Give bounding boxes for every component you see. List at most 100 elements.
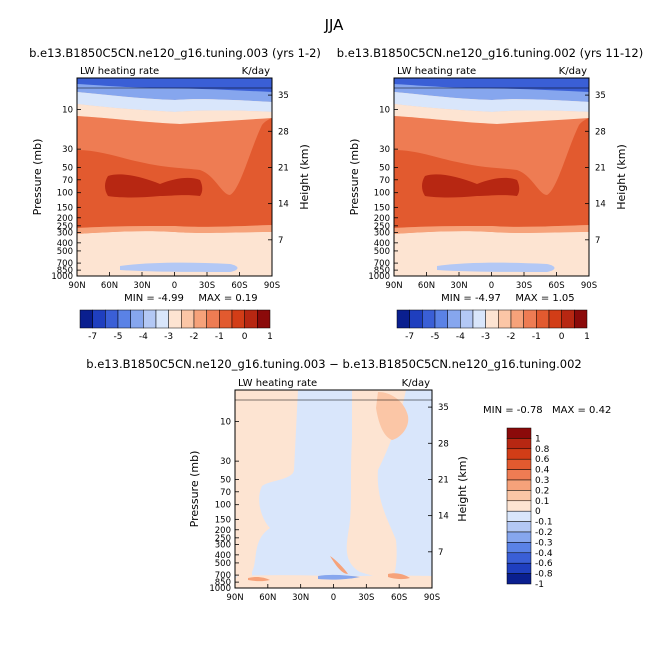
x-tick-label: 0 xyxy=(172,281,177,291)
colorbar-label: -3 xyxy=(164,332,173,342)
y-tick-label: 1000 xyxy=(51,272,73,282)
panel-b-band-dark-blue xyxy=(394,78,589,92)
colorbar-swatch xyxy=(117,309,131,329)
colorbar-swatch xyxy=(219,309,233,329)
x-tick-label: 0 xyxy=(331,593,336,603)
colorbar-swatch xyxy=(396,309,410,329)
colorbar-label: 0.6 xyxy=(535,455,550,465)
colorbar-swatch xyxy=(92,309,106,329)
colorbar-swatch xyxy=(506,500,532,512)
x-tick-label: 90S xyxy=(581,281,597,291)
panel-c-colorbar: 10.80.60.40.30.20.10-0.1-0.2-0.3-0.4-0.6… xyxy=(506,427,553,590)
x-tick-label: 60N xyxy=(101,281,118,291)
colorbar-swatch xyxy=(506,438,532,450)
colorbar-swatch xyxy=(498,309,512,329)
panel-c-right-label: K/day xyxy=(402,378,430,389)
y2-tick-label: 14 xyxy=(438,512,449,522)
colorbar-swatch xyxy=(548,309,562,329)
colorbar-label: -1 xyxy=(535,580,544,590)
colorbar-label: 1 xyxy=(584,332,590,342)
colorbar-swatch xyxy=(506,448,532,460)
colorbar-label: 0.1 xyxy=(535,497,549,507)
panel-c-field xyxy=(235,390,432,588)
y-tick-label: 30 xyxy=(220,457,231,467)
colorbar-swatch xyxy=(79,309,93,329)
colorbar-label: -4 xyxy=(456,332,465,342)
colorbar-label: -0.4 xyxy=(535,549,553,559)
panel-b-core xyxy=(422,174,520,198)
panel-a-band-cream xyxy=(77,104,272,124)
y-tick-label: 700 xyxy=(215,571,231,581)
colorbar-label: -2 xyxy=(507,332,516,342)
x-tick-label: 90S xyxy=(264,281,280,291)
y-tick-label: 150 xyxy=(57,203,73,213)
colorbar-label: -0.6 xyxy=(535,559,553,569)
colorbar-swatch xyxy=(506,510,532,522)
colorbar-swatch xyxy=(506,573,532,585)
panel-c-cream-left xyxy=(235,390,298,580)
panel-c-title: b.e13.B1850C5CN.ne120_g16.tuning.003 − b… xyxy=(86,357,581,371)
y-tick-label: 200 xyxy=(215,526,231,536)
y-tick-label: 250 xyxy=(57,222,73,232)
colorbar-label: -5 xyxy=(114,332,123,342)
y2-tick-label: 35 xyxy=(595,91,606,101)
panel-c-y2label: Height (km) xyxy=(456,456,469,522)
x-tick-label: 60S xyxy=(548,281,564,291)
panel-b-ylabel: Pressure (mb) xyxy=(348,139,361,216)
y-tick-label: 500 xyxy=(215,559,231,569)
y-tick-label: 700 xyxy=(374,259,390,269)
colorbar-swatch xyxy=(485,309,499,329)
colorbar-swatch xyxy=(506,542,532,554)
colorbar-swatch xyxy=(472,309,486,329)
panel-a-band-red xyxy=(77,118,272,228)
colorbar-swatch xyxy=(231,309,245,329)
colorbar-swatch xyxy=(506,427,532,439)
x-tick-label: 90N xyxy=(226,593,243,603)
panel-c-peach-blob xyxy=(376,392,409,440)
y-tick-label: 50 xyxy=(220,476,231,486)
colorbar-label: -7 xyxy=(88,332,97,342)
panel-a-max: MAX = 0.19 xyxy=(198,293,257,304)
colorbar-swatch xyxy=(506,458,532,470)
colorbar-label: -1 xyxy=(532,332,541,342)
y-tick-label: 200 xyxy=(57,214,73,224)
panel-b-left-label: LW heating rate xyxy=(397,66,476,77)
x-tick-label: 90S xyxy=(424,593,440,603)
panel-b-band-light-blue xyxy=(394,92,589,112)
panel-c-y2-ticks: 35 28 21 14 7 xyxy=(428,403,449,558)
panel-b: b.e13.B1850C5CN.ne120_g16.tuning.002 (yr… xyxy=(337,46,643,342)
y-tick-label: 30 xyxy=(62,145,73,155)
y-tick-label: 850 xyxy=(374,266,390,276)
x-tick-label: 30N xyxy=(133,281,150,291)
colorbar-label: 1 xyxy=(267,332,273,342)
panel-c-x-ticks: 90N 60N 30N 0 30S 60S 90S xyxy=(226,584,440,603)
x-tick-label: 0 xyxy=(489,281,494,291)
y-tick-label: 100 xyxy=(215,501,231,511)
panel-c-max: MAX = 0.42 xyxy=(552,405,611,416)
colorbar-swatch xyxy=(447,309,461,329)
y-tick-label: 850 xyxy=(215,578,231,588)
panel-c-surface-orange-left xyxy=(248,576,270,582)
panel-c-left-label: LW heating rate xyxy=(238,378,317,389)
colorbar-swatch xyxy=(523,309,537,329)
panel-a: b.e13.B1850C5CN.ne120_g16.tuning.003 (yr… xyxy=(29,46,321,342)
panel-a-band-dark-blue xyxy=(77,78,272,92)
x-tick-label: 60S xyxy=(391,593,407,603)
y-tick-label: 850 xyxy=(57,266,73,276)
panel-b-right-label: K/day xyxy=(559,66,587,77)
colorbar-swatch xyxy=(561,309,575,329)
y-tick-label: 400 xyxy=(57,239,73,249)
panel-a-colorbar: -7 -5 -4 -3 -2 -1 0 1 xyxy=(79,309,273,342)
panel-a-core xyxy=(105,174,203,198)
colorbar-label: -0.8 xyxy=(535,570,553,580)
panel-a-y2label: Height (km) xyxy=(298,144,311,210)
panel-a-surface-blue xyxy=(120,262,238,272)
colorbar-swatch xyxy=(506,531,532,543)
y2-tick-label: 7 xyxy=(278,236,283,246)
colorbar-swatch xyxy=(506,521,532,533)
y-tick-label: 70 xyxy=(379,176,390,186)
colorbar-label: -4 xyxy=(139,332,148,342)
